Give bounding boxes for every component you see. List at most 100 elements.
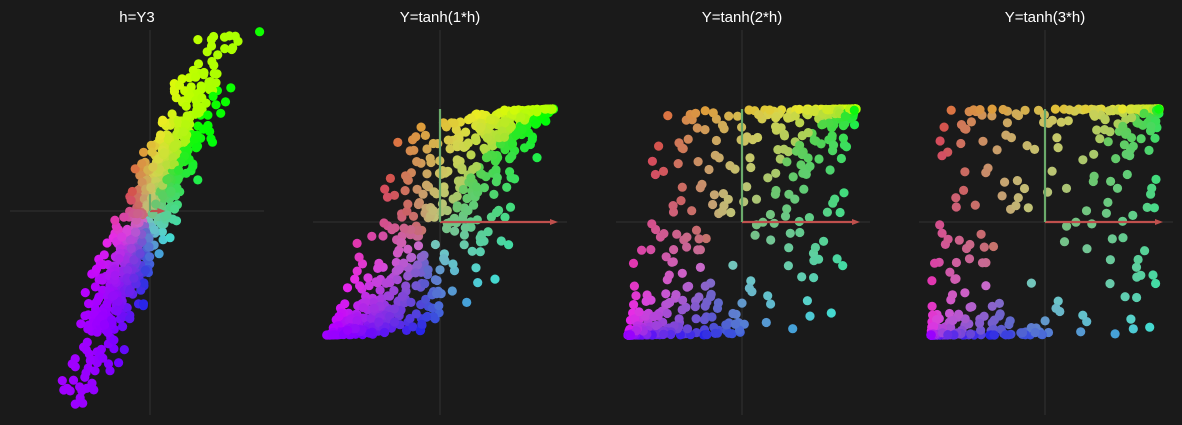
scatter-point <box>1089 109 1099 119</box>
scatter-point <box>1131 262 1142 272</box>
scatter-point <box>771 168 781 178</box>
scatter-point <box>1139 108 1149 118</box>
scatter-point <box>1105 255 1115 265</box>
scatter-point <box>196 81 206 91</box>
panel-2-basis-vectors <box>438 109 558 225</box>
scatter-point <box>822 104 832 115</box>
panel-4-points <box>926 104 1164 340</box>
scatter-point <box>408 322 418 332</box>
scatter-point <box>998 104 1008 115</box>
scatter-point <box>405 313 415 324</box>
scatter-point <box>1020 105 1030 115</box>
scatter-point <box>109 335 119 345</box>
scatter-point <box>352 316 362 326</box>
scatter-point <box>746 162 756 173</box>
scatter-point <box>421 294 431 304</box>
scatter-point <box>647 156 658 166</box>
x-basis-arrowhead <box>852 219 860 225</box>
scatter-point <box>929 322 939 332</box>
scatter-point <box>1145 322 1155 332</box>
scatter-point <box>354 252 364 262</box>
scatter-point <box>724 111 734 121</box>
scatter-point <box>411 281 421 291</box>
scatter-point <box>950 274 960 284</box>
scatter-point <box>184 92 194 102</box>
scatter-point <box>779 131 790 141</box>
scatter-point <box>1002 118 1013 128</box>
scatter-point <box>380 184 390 194</box>
scatter-point <box>1128 210 1138 220</box>
scatter-point <box>944 308 955 319</box>
scatter-point <box>211 78 221 88</box>
scatter-point <box>1095 134 1105 144</box>
scatter-point <box>162 160 172 170</box>
scatter-point <box>486 115 496 125</box>
scatter-point <box>701 233 711 244</box>
scatter-point <box>951 257 962 268</box>
scatter-point <box>1105 279 1115 289</box>
scatter-point <box>1001 130 1011 140</box>
scatter-point <box>129 273 139 283</box>
scatter-point <box>138 299 149 309</box>
scatter-point <box>471 182 481 192</box>
scatter-point <box>836 153 847 164</box>
scatter-point <box>135 249 145 259</box>
scatter-point <box>663 111 673 121</box>
scatter-point <box>1151 278 1161 289</box>
scatter-point <box>129 255 139 265</box>
scatter-point <box>137 159 147 169</box>
scatter-point <box>467 246 477 256</box>
scatter-point <box>629 300 639 310</box>
scatter-point <box>1000 177 1010 187</box>
scatter-point <box>992 145 1002 155</box>
scatter-point <box>782 204 792 214</box>
scatter-point <box>1012 176 1023 186</box>
scatter-point <box>654 141 664 151</box>
scatter-point <box>1089 171 1099 181</box>
scatter-point <box>988 241 999 252</box>
scatter-point <box>1128 141 1138 151</box>
scatter-point <box>118 322 128 332</box>
scatter-point <box>708 199 718 210</box>
scatter-point <box>970 200 980 210</box>
scatter-point <box>794 104 804 114</box>
scatter-point <box>1151 174 1161 184</box>
scatter-point <box>780 211 791 221</box>
scatter-point <box>517 125 527 135</box>
scatter-point <box>125 314 135 324</box>
scatter-point <box>1039 117 1049 127</box>
scatter-point <box>1128 324 1138 334</box>
scatter-point <box>976 325 986 335</box>
panel-1: h=Y3 <box>10 9 265 415</box>
scatter-point <box>726 207 736 218</box>
scatter-point <box>803 128 813 138</box>
scatter-point <box>987 104 997 114</box>
scatter-point <box>482 133 492 143</box>
scatter-point <box>828 198 838 208</box>
scatter-point <box>989 330 999 340</box>
scatter-point <box>146 182 156 193</box>
scatter-point <box>159 148 169 158</box>
scatter-point <box>473 278 483 288</box>
scatter-point <box>123 265 133 275</box>
scatter-point <box>804 213 815 223</box>
scatter-point <box>956 138 966 149</box>
scatter-point <box>631 291 641 301</box>
scatter-point <box>463 138 473 148</box>
scatter-point <box>1104 106 1114 116</box>
scatter-point <box>461 127 471 137</box>
scatter-point <box>769 218 779 228</box>
scatter-point <box>1120 292 1130 302</box>
scatter-point <box>193 101 203 111</box>
scatter-point <box>457 165 467 175</box>
scatter-point <box>89 385 99 395</box>
scatter-point <box>766 235 776 245</box>
scatter-point <box>693 245 703 255</box>
scatter-point <box>188 161 198 171</box>
panel-4-title: Y=tanh(3*h) <box>1005 9 1085 26</box>
scatter-point <box>1047 115 1057 125</box>
scatter-point <box>483 227 493 237</box>
scatter-point <box>976 229 986 239</box>
scatter-point <box>751 194 762 204</box>
scatter-point <box>799 184 809 194</box>
